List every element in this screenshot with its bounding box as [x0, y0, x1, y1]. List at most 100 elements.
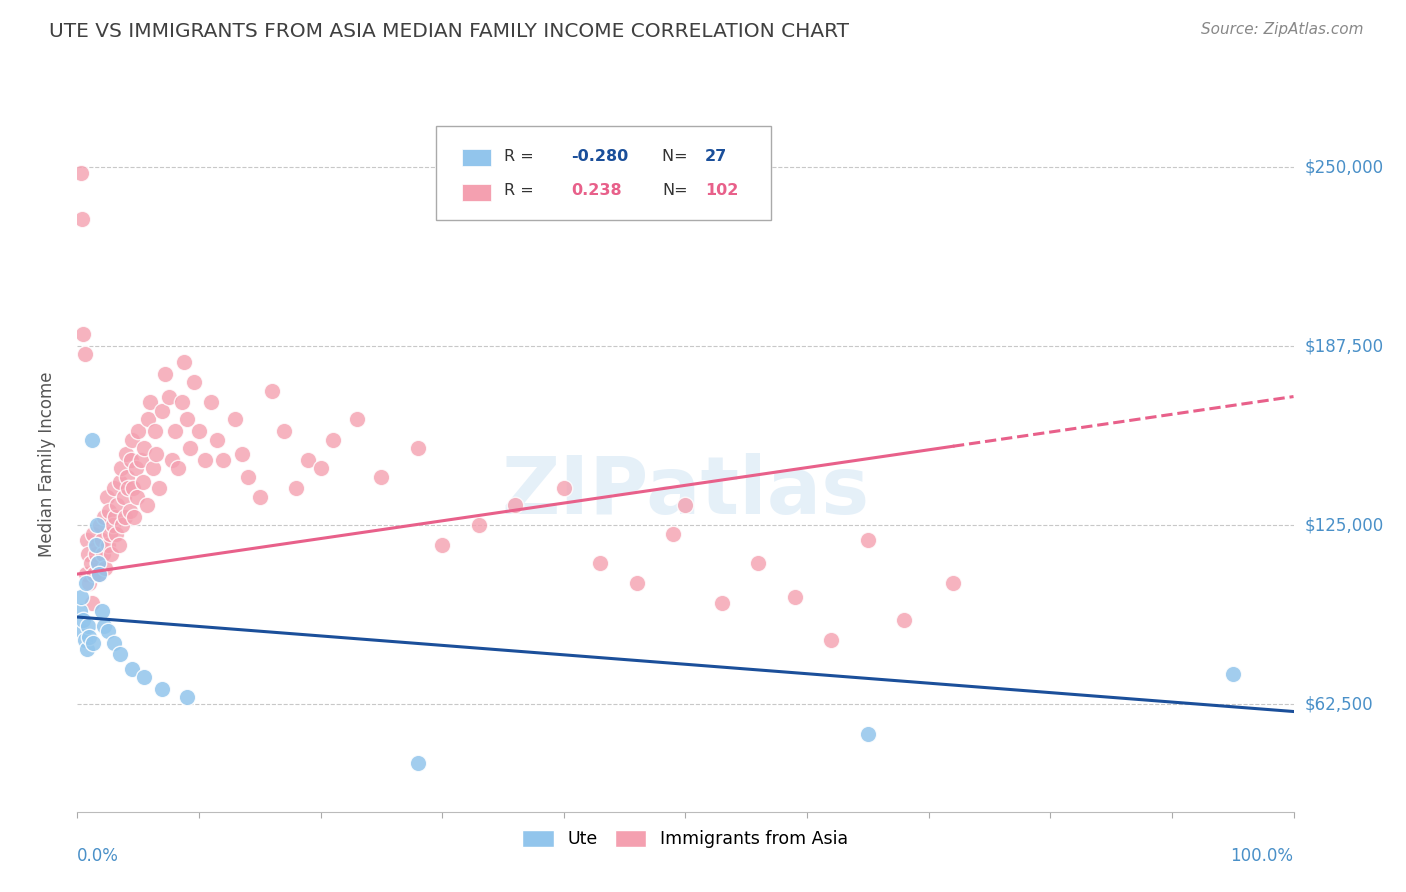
FancyBboxPatch shape [461, 184, 491, 201]
Point [69, 604, 91, 618]
Point [503, 499, 526, 513]
Point [82, 636, 104, 650]
Point [176, 412, 198, 426]
Point [76, 533, 98, 547]
Point [79, 630, 101, 644]
Point [152, 681, 174, 696]
Point [90, 604, 112, 618]
Point [80, 433, 103, 447]
Point [122, 481, 145, 495]
Text: $250,000: $250,000 [1305, 159, 1384, 177]
Point [170, 395, 193, 409]
Point [83, 567, 105, 582]
Text: 100.0%: 100.0% [1230, 847, 1294, 864]
Point [127, 424, 149, 438]
Point [132, 475, 155, 490]
Point [236, 469, 259, 483]
Point [134, 670, 156, 684]
Point [124, 509, 146, 524]
Point [77, 618, 100, 632]
Point [70, 212, 93, 227]
Point [73, 346, 96, 360]
Point [430, 538, 453, 552]
Point [108, 475, 131, 490]
Point [97, 624, 120, 639]
Point [710, 596, 733, 610]
Point [118, 504, 141, 518]
Point [406, 441, 429, 455]
Point [84, 547, 107, 561]
Point [111, 518, 134, 533]
Text: $62,500: $62,500 [1305, 696, 1374, 714]
Point [134, 441, 156, 455]
Text: $187,500: $187,500 [1305, 337, 1384, 355]
FancyBboxPatch shape [461, 149, 491, 166]
Text: 0.238: 0.238 [571, 184, 621, 198]
Point [89, 567, 111, 582]
Y-axis label: Median Family Income: Median Family Income [38, 371, 56, 557]
FancyBboxPatch shape [436, 127, 770, 220]
Point [86, 538, 108, 552]
Point [173, 355, 195, 369]
Point [205, 433, 228, 447]
Point [84, 538, 107, 552]
Point [589, 556, 612, 570]
Point [467, 518, 489, 533]
Point [91, 547, 114, 561]
Point [125, 490, 148, 504]
Legend: Ute, Immigrants from Asia: Ute, Immigrants from Asia [516, 822, 855, 855]
Point [75, 575, 97, 590]
Point [107, 499, 129, 513]
Point [115, 469, 138, 483]
Point [135, 499, 157, 513]
Point [107, 538, 129, 552]
Point [820, 632, 842, 647]
Point [103, 481, 125, 495]
Point [249, 490, 271, 504]
Point [212, 452, 235, 467]
Point [783, 590, 806, 604]
Point [142, 461, 165, 475]
Point [145, 447, 167, 461]
Point [346, 412, 368, 426]
Point [76, 641, 98, 656]
Point [285, 481, 308, 495]
Point [188, 424, 211, 438]
Point [117, 481, 139, 495]
Text: -0.280: -0.280 [571, 149, 628, 163]
Point [183, 376, 205, 390]
Point [406, 756, 429, 770]
Point [942, 575, 965, 590]
Point [370, 469, 392, 483]
Point [194, 452, 217, 467]
Point [70, 166, 93, 180]
Point [136, 412, 159, 426]
Point [80, 556, 103, 570]
Text: $125,000: $125,000 [1305, 516, 1384, 534]
Point [297, 452, 319, 467]
Point [82, 527, 104, 541]
Point [86, 518, 108, 533]
Point [104, 509, 127, 524]
Text: ZIPatlas: ZIPatlas [502, 452, 869, 531]
Point [98, 527, 121, 541]
Point [200, 395, 222, 409]
Point [167, 461, 190, 475]
Point [77, 547, 100, 561]
Point [139, 395, 162, 409]
Point [224, 412, 246, 426]
Point [97, 538, 120, 552]
Point [73, 632, 96, 647]
Point [97, 504, 120, 518]
Point [87, 556, 110, 570]
Point [103, 636, 125, 650]
Text: N=: N= [662, 149, 693, 163]
Point [80, 596, 103, 610]
Point [72, 613, 94, 627]
Point [121, 433, 143, 447]
Point [626, 575, 648, 590]
Point [70, 624, 93, 639]
Point [273, 424, 295, 438]
Point [121, 662, 143, 676]
Point [100, 547, 122, 561]
